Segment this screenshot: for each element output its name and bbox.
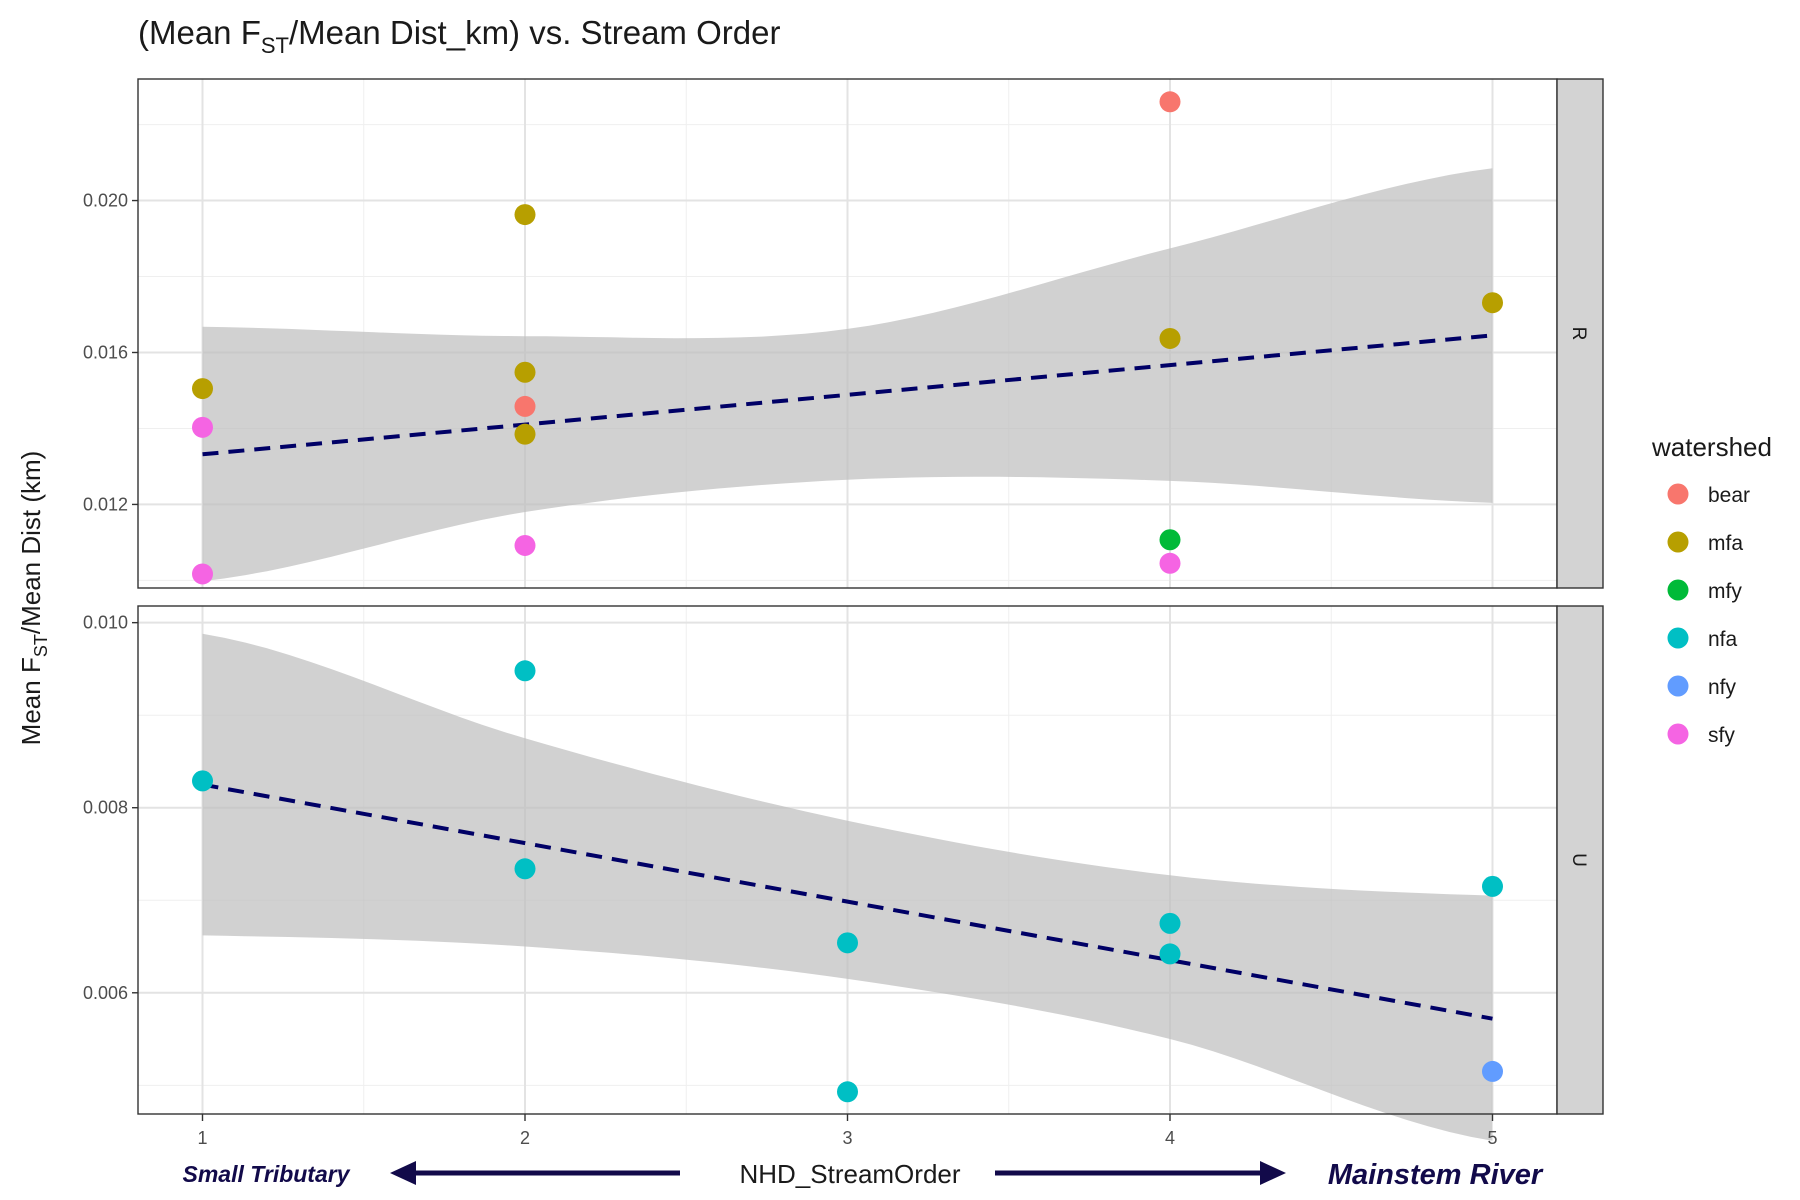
data-point-mfa	[192, 378, 213, 400]
legend-label-nfa: nfa	[1708, 628, 1738, 651]
annotation-small-tributary: Small Tributary	[182, 1161, 350, 1187]
legend-label-mfy: mfy	[1708, 580, 1742, 603]
data-point-nfa	[1159, 912, 1181, 934]
legend-label-sfy: sfy	[1708, 724, 1735, 747]
confidence-ribbon	[202, 633, 1493, 1141]
y-axis-title-subscript: ST	[31, 634, 51, 657]
data-point-nfa	[514, 660, 536, 682]
data-point-mfa	[514, 361, 536, 383]
left-arrow-head	[390, 1161, 416, 1185]
legend-key-mfy	[1667, 579, 1689, 601]
data-point-sfy	[1159, 552, 1181, 574]
data-point-bear	[514, 395, 536, 417]
data-point-sfy	[192, 416, 213, 438]
data-point-sfy	[514, 534, 536, 556]
y-tick-label: 0.016	[83, 342, 128, 362]
facet-panel-r: 0.012 0.016 0.020 R	[83, 78, 1604, 589]
facet-strip	[1556, 78, 1604, 589]
x-tick-label: 2	[520, 1128, 530, 1148]
y-tick-label: 0.008	[83, 798, 128, 818]
legend-title: watershed	[1651, 432, 1772, 462]
direction-arrows	[390, 1161, 1286, 1185]
legend-label-bear: bear	[1708, 484, 1750, 507]
legend-key-sfy	[1667, 723, 1689, 745]
data-point-nfa	[192, 770, 213, 792]
y-axis-title-suffix: /Mean Dist (km)	[16, 451, 46, 634]
facet-strip	[1556, 605, 1604, 1115]
data-point-nfa	[1159, 943, 1181, 965]
data-point-nfa	[837, 1081, 858, 1103]
legend-key-nfa	[1667, 627, 1689, 649]
data-point-bear	[1159, 91, 1181, 113]
x-axis-title: NHD_StreamOrder	[739, 1159, 960, 1189]
data-point-mfa	[514, 204, 536, 226]
annotation-mainstem-river: Mainstem River	[1328, 1159, 1544, 1191]
data-point-mfa	[1482, 292, 1503, 314]
legend-label-nfy: nfy	[1708, 676, 1737, 699]
chart-title-suffix: /Mean Dist_km) vs. Stream Order	[289, 14, 780, 51]
y-tick-label: 0.012	[83, 494, 128, 514]
data-point-nfa	[837, 932, 858, 954]
confidence-ribbon	[202, 168, 1493, 582]
facet-panel-u: 0.006 0.008 0.010 U	[83, 605, 1604, 1141]
data-point-mfa	[514, 423, 536, 445]
data-point-mfy	[1159, 529, 1181, 551]
y-axis-title-prefix: Mean F	[16, 657, 46, 745]
data-point-nfa	[1482, 875, 1503, 897]
x-tick-label: 1	[197, 1128, 207, 1148]
x-tick-label: 3	[842, 1128, 852, 1148]
data-point-mfa	[1159, 327, 1181, 349]
regression-line	[202, 333, 1493, 457]
legend-key-bear	[1667, 483, 1689, 505]
right-arrow-head	[1260, 1161, 1286, 1185]
y-axis-title: Mean FST/Mean Dist (km)	[16, 451, 51, 746]
data-point-sfy	[192, 563, 213, 585]
legend-key-nfy	[1667, 675, 1689, 697]
facet-strip-label: U	[1568, 853, 1589, 867]
y-tick-label: 0.020	[83, 191, 128, 211]
regression-line	[202, 782, 1493, 1021]
chart-title-prefix: (Mean F	[138, 14, 261, 51]
chart-title-subscript: ST	[261, 33, 289, 58]
facet-strip-label: R	[1568, 327, 1589, 341]
y-tick-label: 0.006	[83, 983, 128, 1003]
data-point-nfa	[514, 858, 536, 880]
legend-key-mfa	[1667, 531, 1689, 553]
data-point-nfy	[1482, 1060, 1503, 1082]
x-tick-label: 4	[1165, 1128, 1175, 1148]
legend: watershed bear mfa mfy nfa nfy sfy	[1651, 432, 1772, 747]
x-tick-label: 5	[1487, 1128, 1497, 1148]
chart-title: (Mean FST/Mean Dist_km) vs. Stream Order	[138, 14, 780, 58]
legend-label-mfa: mfa	[1708, 532, 1743, 555]
y-tick-label: 0.010	[83, 613, 128, 633]
x-axis-ticks: 1 2 3 4 5	[197, 1114, 1498, 1148]
